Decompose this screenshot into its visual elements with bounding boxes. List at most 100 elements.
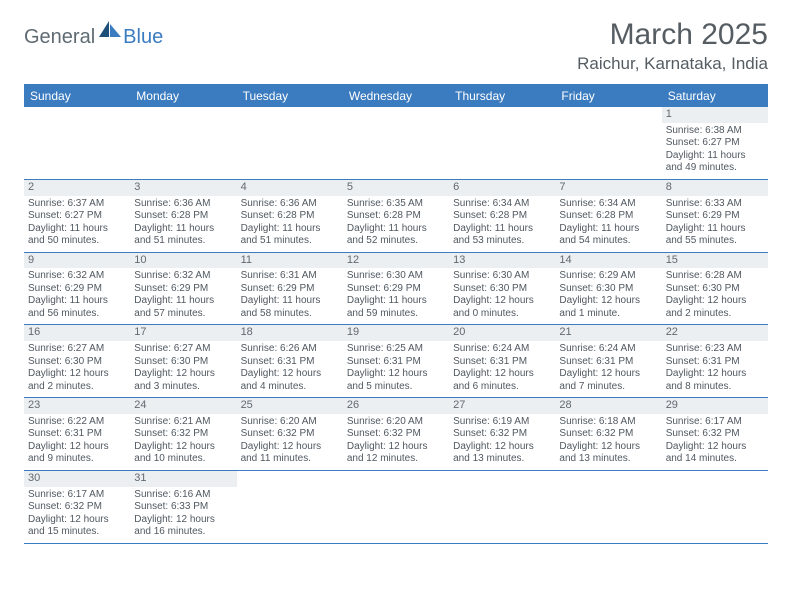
daylight-line2: and 0 minutes. [453, 308, 551, 321]
sunset-line: Sunset: 6:32 PM [28, 501, 126, 514]
dayname-wednesday: Wednesday [343, 85, 449, 107]
logo-text-general: General [24, 26, 95, 49]
day-cell: 6Sunrise: 6:34 AMSunset: 6:28 PMDaylight… [449, 179, 555, 252]
day-cell: 14Sunrise: 6:29 AMSunset: 6:30 PMDayligh… [555, 252, 661, 325]
daylight-line1: Daylight: 11 hours [666, 223, 764, 236]
day-number: 29 [662, 398, 768, 414]
day-number: 6 [449, 180, 555, 196]
day-cell: 13Sunrise: 6:30 AMSunset: 6:30 PMDayligh… [449, 252, 555, 325]
month-title: March 2025 [577, 18, 768, 52]
daylight-line2: and 1 minute. [559, 308, 657, 321]
daylight-line2: and 8 minutes. [666, 381, 764, 394]
calendar-table: SundayMondayTuesdayWednesdayThursdayFrid… [24, 85, 768, 544]
day-cell: 19Sunrise: 6:25 AMSunset: 6:31 PMDayligh… [343, 325, 449, 398]
day-number: 13 [449, 253, 555, 269]
sunrise-line: Sunrise: 6:23 AM [666, 343, 764, 356]
daylight-line2: and 51 minutes. [241, 235, 339, 248]
day-cell: 11Sunrise: 6:31 AMSunset: 6:29 PMDayligh… [237, 252, 343, 325]
sunrise-line: Sunrise: 6:30 AM [347, 270, 445, 283]
daylight-line1: Daylight: 12 hours [666, 368, 764, 381]
daylight-line1: Daylight: 12 hours [241, 441, 339, 454]
sunrise-line: Sunrise: 6:34 AM [559, 198, 657, 211]
day-cell: 15Sunrise: 6:28 AMSunset: 6:30 PMDayligh… [662, 252, 768, 325]
sunset-line: Sunset: 6:32 PM [241, 428, 339, 441]
daylight-line2: and 57 minutes. [134, 308, 232, 321]
day-cell: 28Sunrise: 6:18 AMSunset: 6:32 PMDayligh… [555, 398, 661, 471]
calendar-body: 1 Sunrise: 6:38 AMSunset: 6:27 PM Daylight… [24, 107, 768, 543]
daylight-line1: Daylight: 11 hours [28, 295, 126, 308]
day-number: 1 [662, 107, 768, 123]
daylight-line1: Daylight: 11 hours [347, 223, 445, 236]
logo: General Blue [24, 18, 163, 49]
sunset-line: Sunset: 6:32 PM [453, 428, 551, 441]
daylight-line1: Daylight: 11 hours [241, 223, 339, 236]
sunrise-line: Sunrise: 6:28 AM [666, 270, 764, 283]
daylight-line2: and 49 minutes. [666, 162, 764, 175]
sunrise-line: Sunrise: 6:27 AM [134, 343, 232, 356]
dayname-friday: Friday [555, 85, 661, 107]
day-cell: 30Sunrise: 6:17 AMSunset: 6:32 PMDayligh… [24, 470, 130, 543]
daylight-line2: and 53 minutes. [453, 235, 551, 248]
dayname-thursday: Thursday [449, 85, 555, 107]
daylight-line1: Daylight: 12 hours [28, 441, 126, 454]
sunset-line: Sunset: 6:30 PM [453, 283, 551, 296]
location: Raichur, Karnataka, India [577, 54, 768, 74]
day-cell: 8Sunrise: 6:33 AMSunset: 6:29 PMDaylight… [662, 179, 768, 252]
day-number: 19 [343, 325, 449, 341]
sunrise-line: Sunrise: 6:37 AM [28, 198, 126, 211]
sunrise-line: Sunrise: 6:19 AM [453, 416, 551, 429]
sunrise-line: Sunrise: 6:36 AM [134, 198, 232, 211]
day-cell: 10Sunrise: 6:32 AMSunset: 6:29 PMDayligh… [130, 252, 236, 325]
sunset-line: Sunset: 6:32 PM [347, 428, 445, 441]
daylight-line2: and 14 minutes. [666, 453, 764, 466]
empty-cell [555, 470, 661, 543]
day-number: 28 [555, 398, 661, 414]
daylight-line1: Daylight: 12 hours [28, 368, 126, 381]
empty-cell [237, 107, 343, 179]
empty-cell [662, 470, 768, 543]
week-row: 16Sunrise: 6:27 AMSunset: 6:30 PMDayligh… [24, 325, 768, 398]
day-number: 5 [343, 180, 449, 196]
daylight-line2: and 6 minutes. [453, 381, 551, 394]
day-number: 11 [237, 253, 343, 269]
daylight-line1: Daylight: 12 hours [559, 441, 657, 454]
daylight-line2: and 2 minutes. [666, 308, 764, 321]
sunrise-line: Sunrise: 6:24 AM [453, 343, 551, 356]
sunset-line: Sunset: 6:31 PM [666, 356, 764, 369]
sunrise-line: Sunrise: 6:29 AM [559, 270, 657, 283]
dayname-saturday: Saturday [662, 85, 768, 107]
sunrise-line: Sunrise: 6:21 AM [134, 416, 232, 429]
day-cell: 29Sunrise: 6:17 AMSunset: 6:32 PMDayligh… [662, 398, 768, 471]
empty-cell [555, 107, 661, 179]
sunrise-line: Sunrise: 6:26 AM [241, 343, 339, 356]
day-cell: 12Sunrise: 6:30 AMSunset: 6:29 PMDayligh… [343, 252, 449, 325]
empty-cell [24, 107, 130, 179]
sunrise-line: Sunrise: 6:38 AM [666, 125, 764, 138]
sunset-line: Sunset: 6:28 PM [559, 210, 657, 223]
daylight-line2: and 15 minutes. [28, 526, 126, 539]
day-number: 30 [24, 471, 130, 487]
daylight-line2: and 51 minutes. [134, 235, 232, 248]
calendar-head: SundayMondayTuesdayWednesdayThursdayFrid… [24, 85, 768, 107]
sunset-line: Sunset: 6:29 PM [241, 283, 339, 296]
day-cell: 5Sunrise: 6:35 AMSunset: 6:28 PMDaylight… [343, 179, 449, 252]
day-number: 8 [662, 180, 768, 196]
daylight-line1: Daylight: 12 hours [241, 368, 339, 381]
daylight-line1: Daylight: 12 hours [453, 368, 551, 381]
week-row: 9Sunrise: 6:32 AMSunset: 6:29 PMDaylight… [24, 252, 768, 325]
day-number: 20 [449, 325, 555, 341]
sunrise-line: Sunrise: 6:30 AM [453, 270, 551, 283]
logo-sail-icon [99, 21, 121, 39]
week-row: 2Sunrise: 6:37 AMSunset: 6:27 PMDaylight… [24, 179, 768, 252]
daylight-line1: Daylight: 11 hours [347, 295, 445, 308]
sunrise-line: Sunrise: 6:20 AM [347, 416, 445, 429]
sunset-line: Sunset: 6:27 PM [666, 137, 764, 150]
day-number: 24 [130, 398, 236, 414]
day-cell: 31Sunrise: 6:16 AMSunset: 6:33 PMDayligh… [130, 470, 236, 543]
day-cell: 26Sunrise: 6:20 AMSunset: 6:32 PMDayligh… [343, 398, 449, 471]
daylight-line2: and 59 minutes. [347, 308, 445, 321]
sunset-line: Sunset: 6:32 PM [559, 428, 657, 441]
page: General Blue March 2025 Raichur, Karnata… [0, 0, 792, 556]
sunrise-line: Sunrise: 6:22 AM [28, 416, 126, 429]
daylight-line2: and 52 minutes. [347, 235, 445, 248]
